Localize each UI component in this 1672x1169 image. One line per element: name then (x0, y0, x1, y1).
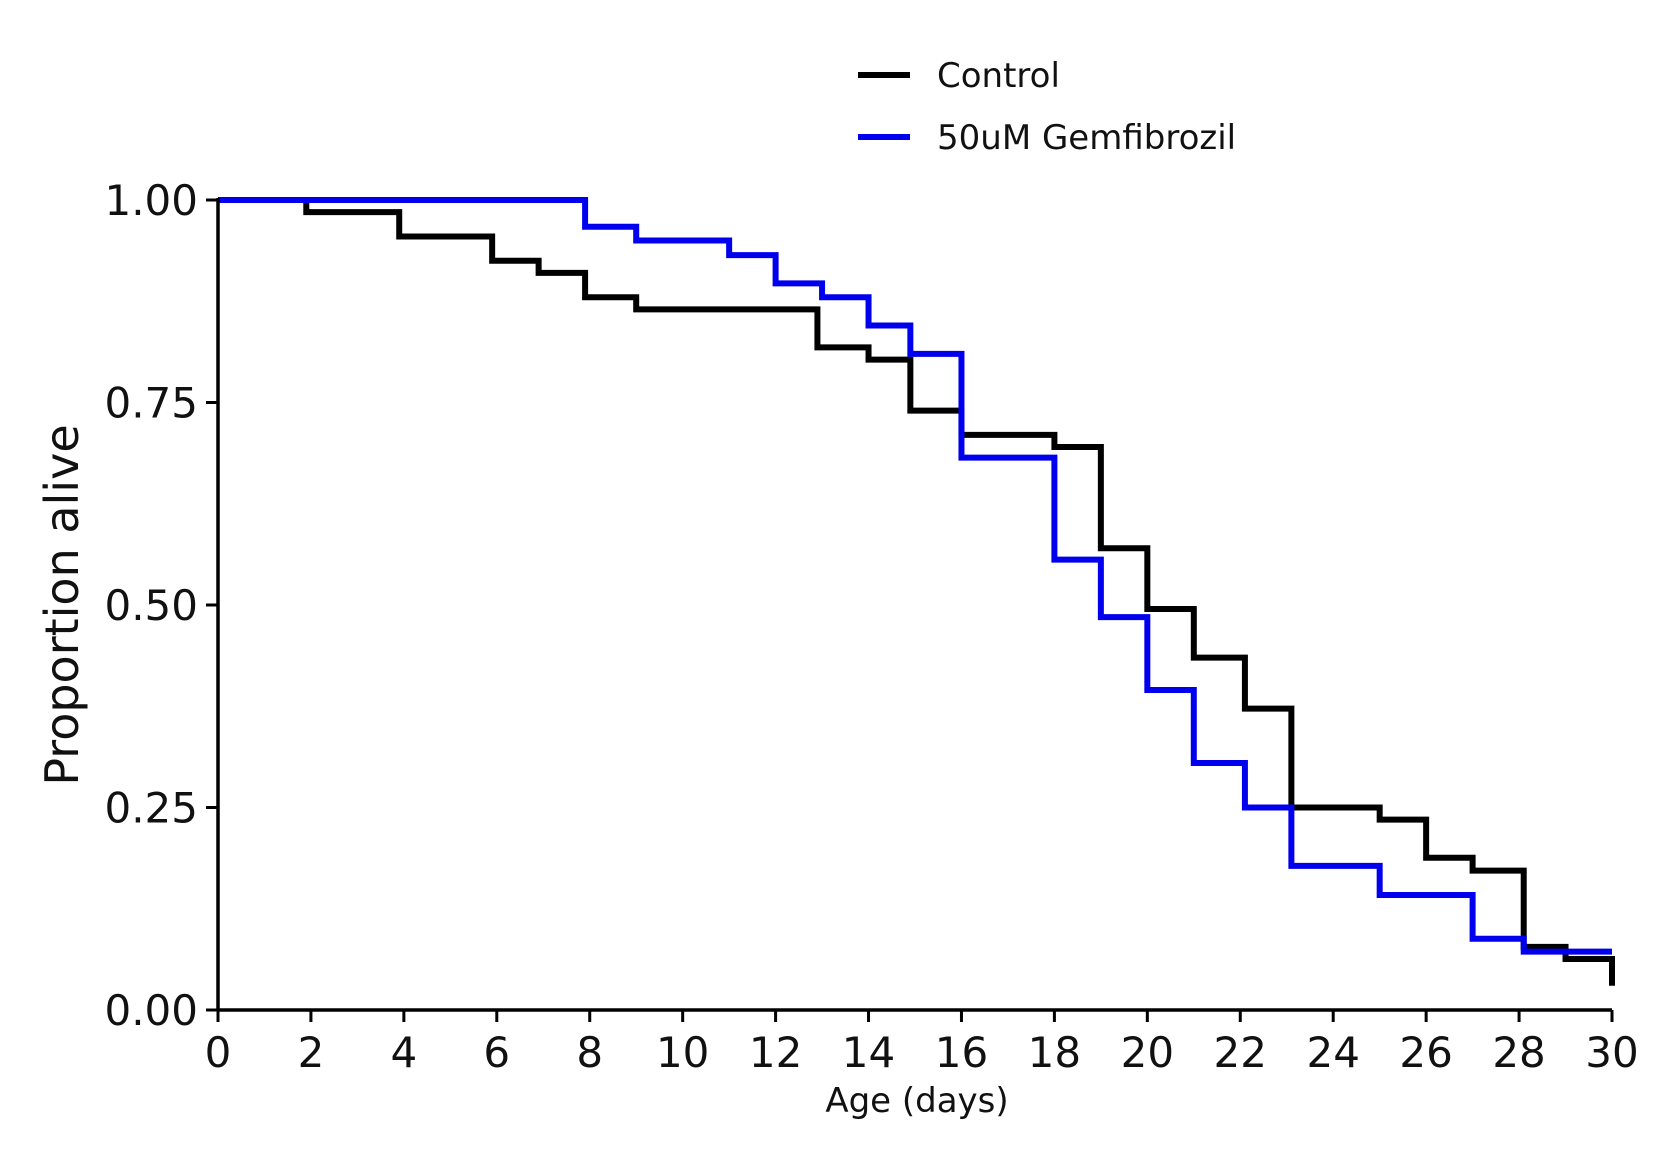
y-axis-title: Proportion alive (35, 424, 89, 785)
y-tick-label: 0.50 (104, 581, 198, 630)
series-line-1 (218, 197, 1612, 955)
ticks-layer: 0 2 4 6 8 10 12 14 16 18 20 22 24 26 28 300.000.250.500… (104, 176, 1638, 1077)
x-tick-label: 12 (749, 1028, 802, 1077)
x-tick-label: 20 (1121, 1028, 1174, 1077)
axes-layer (216, 198, 1612, 1012)
x-tick-label: 16 (935, 1028, 988, 1077)
x-tick-label: 18 (1028, 1028, 1081, 1077)
legend-label: 50uM Gemfibrozil (937, 118, 1236, 158)
x-tick-label: 24 (1306, 1028, 1359, 1077)
x-tick-label: 14 (842, 1028, 895, 1077)
x-tick-label: 4 (390, 1028, 417, 1077)
x-tick-label: 0 (205, 1028, 232, 1077)
y-tick-label: 0.75 (104, 379, 198, 428)
y-tick-label: 1.00 (104, 176, 198, 225)
legend-label: Control (937, 56, 1060, 96)
x-tick-label: 2 (298, 1028, 325, 1077)
x-tick-label: 6 (483, 1028, 510, 1077)
x-tick-label: 26 (1399, 1028, 1452, 1077)
series-line-0 (218, 197, 1615, 986)
x-tick-label: 22 (1214, 1028, 1267, 1077)
y-tick-label: 0.25 (104, 784, 198, 833)
x-tick-label: 8 (576, 1028, 603, 1077)
series-layer (218, 197, 1615, 986)
x-tick-label: 28 (1492, 1028, 1545, 1077)
y-tick-label: 0.00 (104, 986, 198, 1035)
x-tick-label: 10 (656, 1028, 709, 1077)
x-axis-title: Age (days) (825, 1081, 1008, 1121)
x-tick-label: 30 (1585, 1028, 1638, 1077)
legend: Control 50uM Gemfibrozil (858, 56, 1236, 158)
